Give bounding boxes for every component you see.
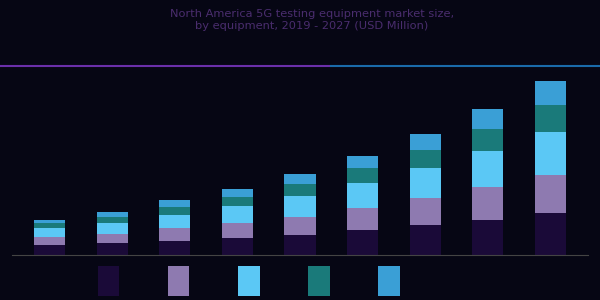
Bar bbox=[159, 207, 190, 214]
Bar bbox=[222, 223, 253, 238]
Bar bbox=[347, 208, 378, 230]
FancyBboxPatch shape bbox=[379, 266, 400, 296]
Bar bbox=[222, 196, 253, 206]
Bar bbox=[535, 105, 566, 132]
Bar bbox=[159, 241, 190, 255]
Bar bbox=[97, 223, 128, 234]
Bar bbox=[97, 212, 128, 217]
Bar bbox=[284, 174, 316, 184]
Bar bbox=[97, 244, 128, 255]
Bar bbox=[410, 168, 441, 198]
Bar bbox=[159, 228, 190, 241]
Bar bbox=[472, 129, 503, 151]
FancyBboxPatch shape bbox=[308, 266, 330, 296]
Bar bbox=[535, 132, 566, 175]
Bar bbox=[472, 151, 503, 187]
Bar bbox=[284, 235, 316, 255]
Bar bbox=[410, 225, 441, 255]
Bar bbox=[472, 110, 503, 129]
Bar bbox=[159, 214, 190, 228]
Bar bbox=[347, 168, 378, 183]
Text: North America 5G testing equipment market size,
by equipment, 2019 - 2027 (USD M: North America 5G testing equipment marke… bbox=[170, 9, 454, 31]
Bar bbox=[284, 196, 316, 217]
Bar bbox=[410, 134, 441, 150]
Bar bbox=[535, 175, 566, 213]
Bar bbox=[222, 206, 253, 223]
Bar bbox=[34, 245, 65, 255]
Bar bbox=[410, 150, 441, 168]
FancyBboxPatch shape bbox=[238, 266, 260, 296]
Bar bbox=[535, 81, 566, 105]
Bar bbox=[535, 213, 566, 255]
FancyBboxPatch shape bbox=[168, 266, 190, 296]
Bar bbox=[284, 217, 316, 235]
Bar bbox=[284, 184, 316, 196]
Bar bbox=[347, 230, 378, 255]
Bar bbox=[97, 234, 128, 244]
Bar bbox=[347, 183, 378, 208]
Bar bbox=[472, 187, 503, 220]
Bar bbox=[159, 200, 190, 207]
Bar bbox=[222, 238, 253, 255]
Bar bbox=[34, 228, 65, 237]
Bar bbox=[472, 220, 503, 255]
Bar bbox=[410, 198, 441, 225]
Bar bbox=[34, 220, 65, 224]
Bar bbox=[34, 224, 65, 228]
Bar bbox=[34, 237, 65, 245]
Bar bbox=[97, 217, 128, 223]
Bar bbox=[347, 156, 378, 168]
Bar bbox=[222, 189, 253, 196]
FancyBboxPatch shape bbox=[97, 266, 119, 296]
